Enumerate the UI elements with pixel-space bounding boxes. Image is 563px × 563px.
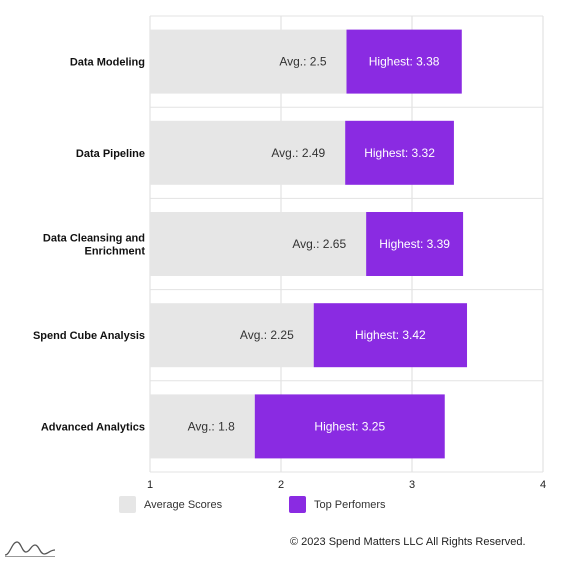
copyright-text: © 2023 Spend Matters LLC All Rights Rese… (290, 536, 526, 548)
data-label-average: Avg.: 2.65 (292, 237, 346, 251)
legend-label-average: Average Scores (144, 498, 223, 511)
bar-average (150, 29, 347, 94)
data-label-average: Avg.: 2.49 (271, 146, 325, 160)
data-label-top: Highest: 3.32 (364, 146, 435, 160)
category-label: Data Modeling (70, 57, 145, 69)
legend-swatch-top (289, 496, 306, 513)
category-label: Data Pipeline (76, 148, 145, 160)
bar-average (150, 212, 367, 276)
category-label: Spend Cube Analysis (33, 330, 145, 342)
category-label: Advanced Analytics (41, 421, 145, 433)
data-label-top: Highest: 3.38 (369, 55, 440, 69)
bar-average (150, 394, 255, 459)
spend-matters-logo-icon (4, 541, 56, 557)
data-label-average: Avg.: 2.5 (279, 55, 326, 69)
bar-average (150, 120, 346, 185)
bar-top-performer (345, 120, 454, 185)
data-label-top: Highest: 3.42 (355, 328, 426, 342)
x-tick-label: 4 (540, 479, 546, 491)
bar-top-performer (366, 212, 464, 276)
bar-top-performer (346, 29, 462, 94)
category-label: Data Cleansing and Enrichment (43, 233, 145, 258)
legend-label-top: Top Perfomers (314, 498, 386, 511)
legend-item-average: Average Scores (119, 496, 222, 513)
data-label-top: Highest: 3.25 (314, 419, 385, 433)
legend-item-top: Top Perfomers (289, 496, 386, 513)
bar-average (150, 303, 314, 368)
data-label-top: Highest: 3.39 (379, 237, 450, 251)
data-label-average: Avg.: 2.25 (240, 328, 294, 342)
data-label-average: Avg.: 1.8 (188, 419, 235, 433)
x-tick-label: 3 (409, 479, 415, 491)
x-tick-label: 2 (278, 479, 284, 491)
legend-swatch-average (119, 496, 136, 513)
x-tick-label: 1 (147, 479, 153, 491)
bar-top-performer (313, 303, 468, 368)
bar-top-performer (254, 394, 445, 459)
